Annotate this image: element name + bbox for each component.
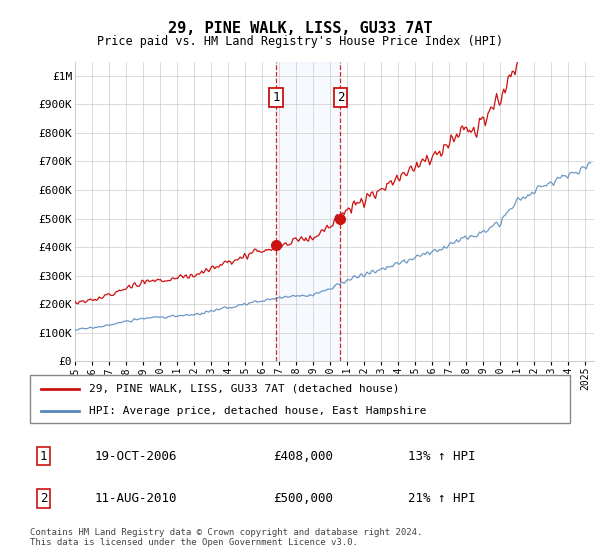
Text: 1: 1 (272, 91, 280, 104)
Text: £500,000: £500,000 (273, 492, 333, 505)
Text: 29, PINE WALK, LISS, GU33 7AT (detached house): 29, PINE WALK, LISS, GU33 7AT (detached … (89, 384, 400, 394)
Text: 1: 1 (40, 450, 47, 463)
Text: 29, PINE WALK, LISS, GU33 7AT: 29, PINE WALK, LISS, GU33 7AT (167, 21, 433, 36)
Text: 2: 2 (337, 91, 344, 104)
Text: 21% ↑ HPI: 21% ↑ HPI (408, 492, 476, 505)
Text: £408,000: £408,000 (273, 450, 333, 463)
Text: Price paid vs. HM Land Registry's House Price Index (HPI): Price paid vs. HM Land Registry's House … (97, 35, 503, 48)
Text: 11-AUG-2010: 11-AUG-2010 (95, 492, 178, 505)
Bar (276, 62, 340, 361)
Text: 2: 2 (40, 492, 47, 505)
Text: 19-OCT-2006: 19-OCT-2006 (95, 450, 178, 463)
Text: Contains HM Land Registry data © Crown copyright and database right 2024.
This d: Contains HM Land Registry data © Crown c… (30, 528, 422, 547)
Text: 13% ↑ HPI: 13% ↑ HPI (408, 450, 476, 463)
Text: HPI: Average price, detached house, East Hampshire: HPI: Average price, detached house, East… (89, 406, 427, 416)
